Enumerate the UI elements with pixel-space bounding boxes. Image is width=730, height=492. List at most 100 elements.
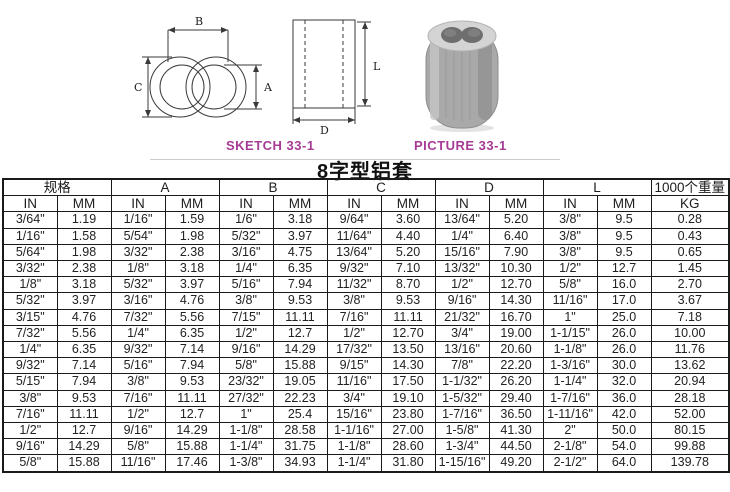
table-cell: 13/64" bbox=[434, 211, 490, 229]
table-cell: 5/54" bbox=[110, 227, 166, 245]
unit-header: IN bbox=[326, 195, 382, 213]
table-cell: 31.80 bbox=[380, 454, 436, 473]
unit-header: MM bbox=[272, 195, 328, 213]
table-cell: 3.60 bbox=[380, 211, 436, 229]
column-group-header: 1000个重量 bbox=[650, 178, 730, 197]
table-cell: 1/16" bbox=[2, 227, 58, 245]
table-cell: 9/32" bbox=[326, 260, 382, 278]
table-cell: 9.53 bbox=[56, 389, 112, 407]
table-cell: 1.19 bbox=[56, 211, 112, 229]
table-cell: 1/8" bbox=[110, 260, 166, 278]
table-cell: 12.7 bbox=[596, 260, 652, 278]
table-cell: 12.70 bbox=[380, 324, 436, 343]
table-cell: 3/8" bbox=[326, 292, 382, 310]
table-cell: 9/32" bbox=[110, 341, 166, 359]
table-cell: 2.70 bbox=[650, 276, 730, 294]
table-cell: 5/8" bbox=[218, 357, 274, 375]
table-cell: 9/32" bbox=[2, 357, 58, 375]
table-cell: 2-1/8" bbox=[542, 438, 598, 456]
table-cell: 27/32" bbox=[218, 389, 274, 407]
table-cell: 3.67 bbox=[650, 292, 730, 310]
table-cell: 11/16" bbox=[110, 454, 166, 473]
table-cell: 7.94 bbox=[56, 373, 112, 391]
table-cell: 11/16" bbox=[542, 292, 598, 310]
table-cell: 1/4" bbox=[218, 260, 274, 278]
table-cell: 5/16" bbox=[218, 276, 274, 294]
table-cell: 7.14 bbox=[56, 357, 112, 375]
table-cell: 3/16" bbox=[110, 292, 166, 310]
table-row: 3/15" 4.76 7/32" 5.56 7/15" 11.11 7/16" 11.11 21… bbox=[2, 308, 730, 326]
table-cell: 0.65 bbox=[650, 243, 730, 262]
unit-header: IN bbox=[110, 195, 166, 213]
table-cell: 1.45 bbox=[650, 260, 730, 278]
table-cell: 6.35 bbox=[56, 341, 112, 359]
table-cell: 1-1/4" bbox=[542, 373, 598, 391]
table-cell: 5.20 bbox=[380, 243, 436, 262]
table-cell: 1-1/4" bbox=[326, 454, 382, 473]
table-cell: 7.18 bbox=[650, 308, 730, 326]
table-cell: 64.0 bbox=[596, 454, 652, 473]
unit-header: KG bbox=[650, 195, 730, 213]
table-cell: 7/32" bbox=[2, 324, 58, 343]
table-cell: 11.11 bbox=[164, 389, 220, 407]
table-cell: 36.0 bbox=[596, 389, 652, 407]
table-cell: 5.56 bbox=[164, 308, 220, 326]
table-cell: 1/2" bbox=[2, 422, 58, 440]
page-title: 8字型铝套 bbox=[316, 161, 414, 183]
table-cell: 42.0 bbox=[596, 405, 652, 424]
table-cell: 7/16" bbox=[326, 308, 382, 326]
table-cell: 11/64" bbox=[326, 227, 382, 245]
table-cell: 12.70 bbox=[488, 276, 544, 294]
unit-header: MM bbox=[380, 195, 436, 213]
table-cell: 20.94 bbox=[650, 373, 730, 391]
table-cell: 12.7 bbox=[272, 324, 328, 343]
table-cell: 5/32" bbox=[2, 292, 58, 310]
table-cell: 8.70 bbox=[380, 276, 436, 294]
table-cell: 9.5 bbox=[596, 227, 652, 245]
picture-caption: PICTURE 33-1 bbox=[414, 138, 507, 153]
table-cell: 23/32" bbox=[218, 373, 274, 391]
table-cell: 1/4" bbox=[110, 324, 166, 343]
table-cell: 3/8" bbox=[542, 227, 598, 245]
table-cell: 1-5/8" bbox=[434, 422, 490, 440]
table-cell: 5/32" bbox=[218, 227, 274, 245]
table-cell: 3.18 bbox=[272, 211, 328, 229]
table-cell: 5/15" bbox=[2, 373, 58, 391]
table-cell: 1-1/32" bbox=[434, 373, 490, 391]
table-cell: 3.97 bbox=[56, 292, 112, 310]
dim-label-d: D bbox=[320, 124, 329, 137]
table-cell: 13.50 bbox=[380, 341, 436, 359]
table-cell: 17.46 bbox=[164, 454, 220, 473]
table-cell: 36.50 bbox=[488, 405, 544, 424]
table-cell: 28.18 bbox=[650, 389, 730, 407]
table-cell: 15/16" bbox=[434, 243, 490, 262]
table-cell: 1-1/16" bbox=[326, 422, 382, 440]
table-row: 9/16" 14.29 5/8" 15.88 1-1/4" 31.75 1-1/8" 28.6… bbox=[2, 438, 730, 456]
dim-label-c: C bbox=[134, 81, 142, 94]
column-group-header: L bbox=[542, 178, 652, 197]
product-photo bbox=[425, 20, 499, 132]
header-group-row: 规格 A B C D L 1000个重量 bbox=[2, 178, 730, 197]
table-cell: 9/16" bbox=[434, 292, 490, 310]
table-cell: 3/4" bbox=[326, 389, 382, 407]
table-cell: 1-7/16" bbox=[542, 389, 598, 407]
table-cell: 31.75 bbox=[272, 438, 328, 456]
table-cell: 3.97 bbox=[164, 276, 220, 294]
table-cell: 4.76 bbox=[56, 308, 112, 326]
table-cell: 7.90 bbox=[488, 243, 544, 262]
table-cell: 17.0 bbox=[596, 292, 652, 310]
table-cell: 3/8" bbox=[218, 292, 274, 310]
table-cell: 25.0 bbox=[596, 308, 652, 326]
table-cell: 3/4" bbox=[434, 324, 490, 343]
table-cell: 15/16" bbox=[326, 405, 382, 424]
table-cell: 2-1/2" bbox=[542, 454, 598, 473]
table-cell: 11.11 bbox=[56, 405, 112, 424]
table-cell: 16.0 bbox=[596, 276, 652, 294]
table-cell: 13/32" bbox=[434, 260, 490, 278]
table-cell: 7.94 bbox=[272, 276, 328, 294]
table-cell: 1/8" bbox=[2, 276, 58, 294]
table-cell: 1/2" bbox=[434, 276, 490, 294]
dim-label-a: A bbox=[263, 81, 273, 94]
table-cell: 5/8" bbox=[2, 454, 58, 473]
table-cell: 1.58 bbox=[56, 227, 112, 245]
